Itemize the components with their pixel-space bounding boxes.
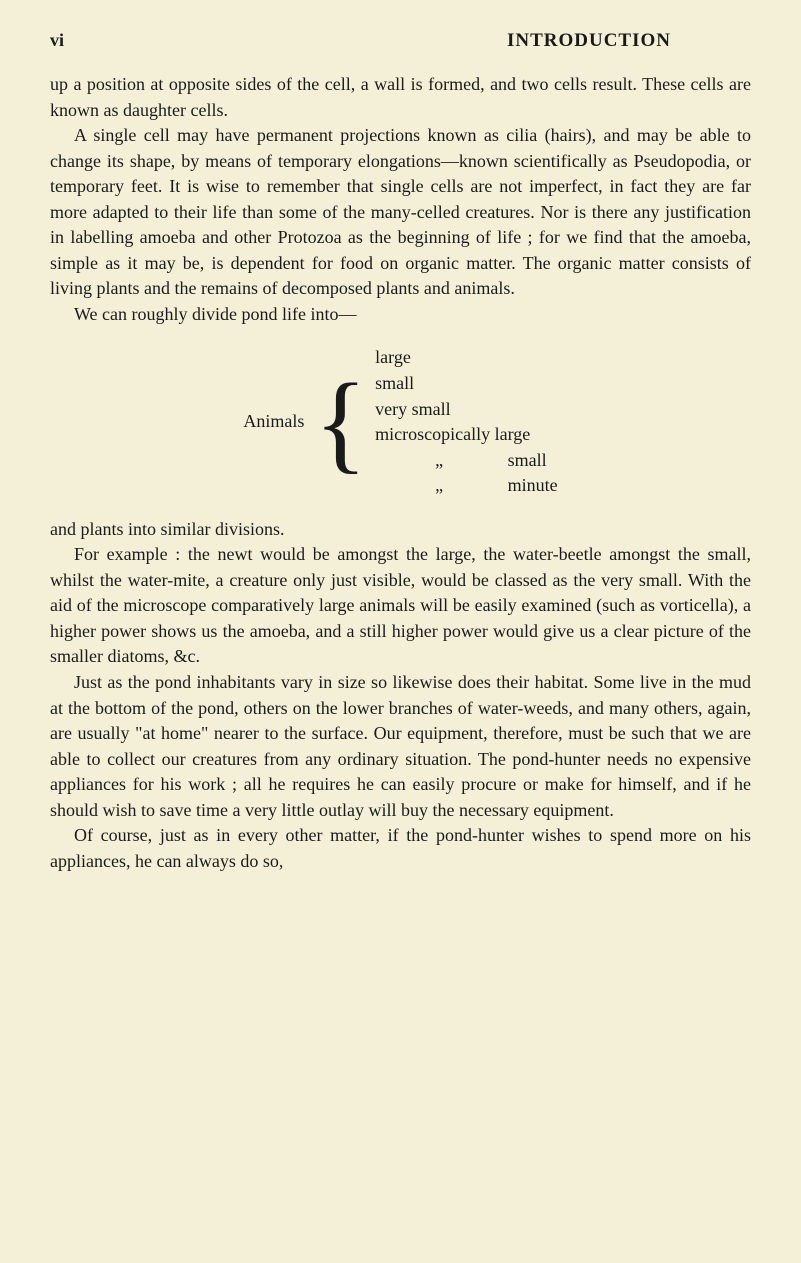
brace-icon: { — [314, 373, 367, 472]
page-header: vi INTRODUCTION — [50, 30, 751, 52]
animals-item-2: small — [375, 371, 558, 397]
animals-item-1: large — [375, 345, 558, 371]
animals-item-6-label: minute — [508, 475, 558, 495]
ditto-mark: „ — [375, 448, 503, 474]
paragraph-3: We can roughly divide pond life into— — [50, 302, 751, 328]
animals-item-5: „ small — [375, 448, 558, 474]
brace-container: { large small very small microscopically… — [314, 345, 557, 498]
animals-label: Animals — [243, 409, 304, 435]
paragraph-4: and plants into similar divisions. — [50, 517, 751, 543]
animals-item-3: very small — [375, 397, 558, 423]
paragraph-6: Just as the pond inhabitants vary in siz… — [50, 670, 751, 823]
paragraph-2: A single cell may have permanent project… — [50, 123, 751, 302]
animals-item-6: „ minute — [375, 473, 558, 499]
page-title: INTRODUCTION — [507, 30, 671, 52]
animals-item-4: microscopically large — [375, 422, 558, 448]
brace-items: large small very small microscopically l… — [375, 345, 558, 498]
page-number: vi — [50, 30, 64, 52]
body-text: up a position at opposite sides of the c… — [50, 72, 751, 874]
paragraph-7: Of course, just as in every other matter… — [50, 823, 751, 874]
paragraph-1: up a position at opposite sides of the c… — [50, 72, 751, 123]
ditto-mark: „ — [375, 473, 503, 499]
animals-classification: Animals { large small very small microsc… — [50, 345, 751, 498]
animals-item-5-label: small — [508, 450, 547, 470]
page-container: vi INTRODUCTION up a position at opposit… — [0, 0, 801, 914]
paragraph-5: For example : the newt would be amongst … — [50, 542, 751, 670]
